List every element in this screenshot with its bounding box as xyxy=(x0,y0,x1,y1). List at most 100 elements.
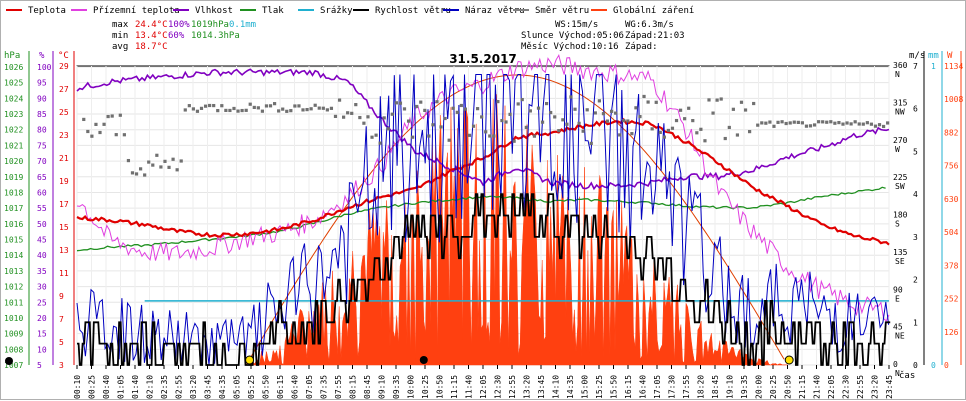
ms-tick: 0 xyxy=(913,361,918,370)
wind-direction-point xyxy=(155,153,159,157)
wind-direction-point xyxy=(638,114,642,119)
ws-text: WS:15m/s xyxy=(555,20,598,30)
wind-direction-point xyxy=(463,107,468,111)
wind-direction-point xyxy=(711,111,715,115)
x-tick-label: 08:45 xyxy=(363,375,372,399)
c-tick: 27 xyxy=(59,85,69,94)
legend-label-8: Globální záření xyxy=(613,6,694,16)
wind-direction-point xyxy=(305,107,309,112)
wind-direction-point xyxy=(423,108,427,112)
wind-direction-point xyxy=(516,102,520,106)
wg-text: WG:6.3m/s xyxy=(625,20,674,30)
legend-label-7: Směr větru xyxy=(535,6,589,16)
wind-direction-point xyxy=(342,115,346,119)
stats-avg-label: avg xyxy=(112,42,128,52)
wind-direction-point xyxy=(622,118,626,123)
wind-direction-point xyxy=(378,141,382,145)
wind-direction-point xyxy=(845,121,849,125)
wind-direction-point xyxy=(650,127,654,131)
x-tick-label: 07:05 xyxy=(305,375,314,399)
wind-direction-point xyxy=(873,124,878,128)
x-axis-label: čas xyxy=(899,370,915,381)
wind-direction-point xyxy=(394,101,398,105)
wind-direction-point xyxy=(390,112,394,116)
x-tick-label: 20:50 xyxy=(784,375,793,399)
wind-direction-point xyxy=(106,114,110,119)
wind-direction-point xyxy=(804,124,809,128)
wind-direction-point xyxy=(94,122,98,126)
w-tick: 1134 xyxy=(944,62,963,71)
stats-min-hum: 60% xyxy=(168,31,185,41)
wind-direction-point xyxy=(857,122,861,126)
x-tick-label: 17:05 xyxy=(653,375,662,399)
wind-direction-point xyxy=(553,115,557,119)
wind-direction-point xyxy=(833,121,837,125)
x-tick-label: 17:30 xyxy=(668,375,677,399)
wind-direction-point xyxy=(455,110,459,114)
wind-direction-point xyxy=(492,134,496,138)
wind-direction-point xyxy=(317,106,321,110)
wind-direction-point xyxy=(877,123,882,127)
wind-direction-point xyxy=(293,104,297,108)
wind-direction-point xyxy=(122,133,126,137)
series-wind-speed xyxy=(77,193,891,366)
x-tick-label: 06:15 xyxy=(276,375,285,399)
legend-label-0: Teplota xyxy=(28,6,66,16)
wind-direction-point xyxy=(752,101,756,106)
c-tick: 7 xyxy=(59,315,64,324)
wind-direction-point xyxy=(792,120,796,124)
wind-direction-point xyxy=(760,121,764,125)
pct-tick: 10 xyxy=(37,345,47,354)
wind-direction-point xyxy=(536,106,541,110)
x-tick-label: 13:20 xyxy=(523,375,532,399)
dir-tick-name: N xyxy=(895,369,900,378)
hpa-tick: 1016 xyxy=(4,220,23,229)
wind-direction-point xyxy=(585,108,589,112)
wind-direction-point xyxy=(837,120,841,125)
wind-direction-point xyxy=(776,120,780,124)
wind-direction-point xyxy=(203,104,208,108)
c-tick: 11 xyxy=(59,269,69,278)
wind-direction-point xyxy=(451,106,455,110)
wind-direction-point xyxy=(98,130,102,135)
legend-label-2: Vlhkost xyxy=(195,6,233,16)
series-ground-temperature xyxy=(76,54,890,322)
wind-direction-point xyxy=(642,94,646,99)
mm-tick: 1 xyxy=(931,62,936,71)
wind-direction-point xyxy=(788,121,792,125)
wind-direction-point xyxy=(881,124,886,129)
dir-tick: 135 xyxy=(893,248,908,257)
wind-direction-point xyxy=(829,120,833,124)
c-tick: 25 xyxy=(59,108,69,117)
wind-direction-point xyxy=(764,121,768,125)
x-tick-label: 18:45 xyxy=(711,375,720,399)
wind-direction-point xyxy=(678,108,683,112)
ms-tick: 7 xyxy=(913,62,918,71)
wind-direction-point xyxy=(796,120,800,124)
stats-max-label: max xyxy=(112,20,129,30)
wind-direction-point xyxy=(812,123,817,127)
wind-direction-point xyxy=(199,106,204,110)
wind-direction-point xyxy=(195,109,200,113)
x-tick-label: 20:25 xyxy=(769,375,778,399)
legend: Teplota Přízemní teplota Vlhkost Tlak Srážky… xyxy=(6,6,694,16)
c-tick: 3 xyxy=(59,361,64,370)
x-tick-label: 07:35 xyxy=(320,375,329,399)
wind-direction-point xyxy=(398,101,403,105)
hpa-tick: 1022 xyxy=(4,126,23,135)
wind-direction-point xyxy=(358,115,362,120)
pct-tick: 35 xyxy=(37,267,47,276)
c-tick: 9 xyxy=(59,292,64,301)
wind-direction-point xyxy=(699,127,703,131)
wind-direction-point xyxy=(748,130,752,134)
wind-direction-point xyxy=(666,128,671,133)
wind-direction-point xyxy=(268,104,273,108)
dir-tick: 180 xyxy=(893,211,908,220)
wind-direction-point xyxy=(593,111,597,115)
x-tick-label: 07:55 xyxy=(334,375,343,399)
wind-direction-point xyxy=(86,129,90,134)
wind-direction-point xyxy=(402,107,407,111)
wind-direction-point xyxy=(569,95,573,99)
wind-direction-point xyxy=(297,104,301,108)
hpa-tick: 1024 xyxy=(4,94,23,103)
